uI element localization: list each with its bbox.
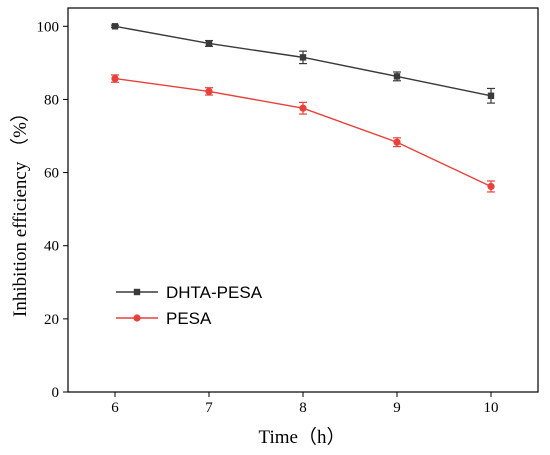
x-tick-label: 10 — [484, 400, 499, 416]
data-point-pesa — [111, 74, 119, 83]
data-point-pesa — [487, 182, 495, 191]
data-point-pesa — [299, 104, 307, 112]
data-point-dhta-pesa — [487, 92, 495, 99]
series-line-pesa — [114, 77, 492, 188]
legend-label-dhta-pesa: DHTA-PESA — [166, 283, 263, 302]
y-tick-label: 0 — [52, 385, 60, 401]
x-axis-title: Time（h） — [259, 426, 346, 448]
series-layer — [111, 23, 495, 193]
y-tick-label: 40 — [44, 239, 59, 255]
legend-marker-pesa — [133, 314, 141, 322]
data-point-dhta-pesa — [111, 23, 119, 30]
data-point-dhta-pesa — [205, 40, 213, 47]
data-point-pesa — [205, 87, 213, 95]
legend-label-pesa: PESA — [166, 309, 212, 328]
plot-border — [67, 7, 539, 393]
plot-frame — [67, 7, 539, 393]
x-tick-label: 7 — [205, 400, 213, 416]
y-axis-title: Inhibition efficiency （%） — [9, 103, 31, 317]
x-tick-label: 8 — [299, 400, 307, 416]
x-tick-label: 9 — [393, 400, 401, 416]
legend-marker-dhta-pesa — [133, 288, 141, 296]
y-tick-label: 80 — [44, 92, 59, 108]
y-tick-label: 20 — [44, 312, 59, 328]
legend: DHTA-PESA PESA — [116, 283, 263, 328]
x-tick-label: 6 — [111, 400, 119, 416]
data-point-dhta-pesa — [393, 73, 401, 80]
data-point-dhta-pesa — [299, 54, 307, 61]
y-axis: 0 20 40 60 80 100 — [37, 19, 68, 401]
y-tick-label: 60 — [44, 166, 59, 182]
x-axis: 6 7 8 9 10 — [111, 392, 499, 416]
y-tick-label: 100 — [37, 19, 60, 35]
data-point-pesa — [393, 138, 401, 146]
